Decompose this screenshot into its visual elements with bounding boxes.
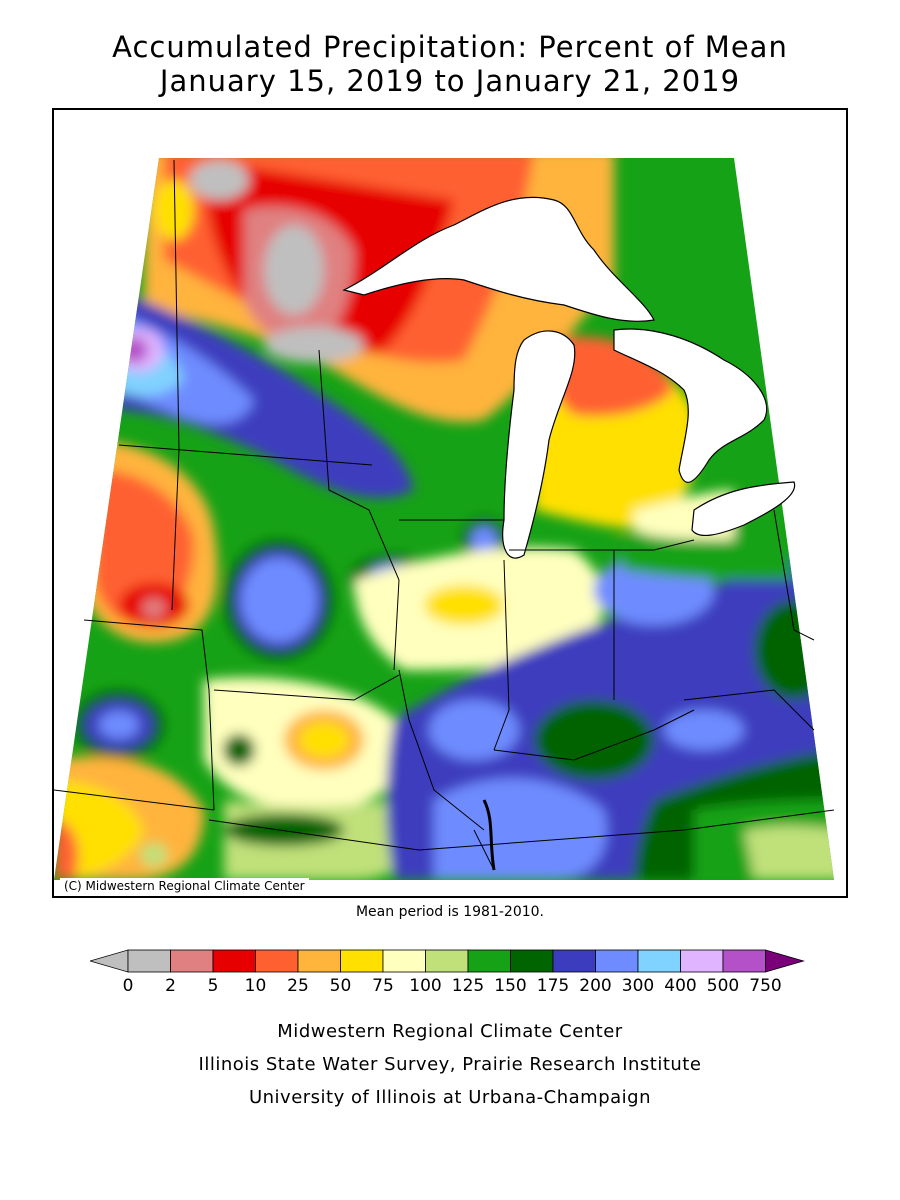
legend-swatch-125 xyxy=(467,949,511,973)
legend-swatch-200 xyxy=(595,949,639,973)
legend-swatch-400 xyxy=(680,949,724,973)
legend-swatch-0 xyxy=(127,949,171,973)
legend-swatch-100 xyxy=(425,949,469,973)
legend-label-25: 25 xyxy=(287,976,309,996)
legend-label-400: 400 xyxy=(664,976,697,996)
legend-swatch-75 xyxy=(382,949,426,973)
legend-label-0: 0 xyxy=(122,976,134,996)
legend-swatch-10 xyxy=(255,949,299,973)
precipitation-map xyxy=(54,158,835,880)
mean-period-note: Mean period is 1981-2010. xyxy=(355,904,545,920)
title-line-2: January 15, 2019 to January 21, 2019 xyxy=(159,64,741,98)
legend-label-100: 100 xyxy=(409,976,442,996)
title-line-1: Accumulated Precipitation: Percent of Me… xyxy=(112,30,788,64)
river-mark xyxy=(482,799,496,871)
copyright-label: (C) Midwestern Regional Climate Center xyxy=(60,878,309,894)
legend-label-200: 200 xyxy=(579,976,612,996)
legend-swatch-50 xyxy=(340,949,384,973)
legend-label-500: 500 xyxy=(706,976,740,996)
lake-michigan xyxy=(502,330,576,559)
map-panel: (C) Midwestern Regional Climate Center xyxy=(52,108,848,898)
credit-line-2: Illinois State Water Survey, Prairie Res… xyxy=(198,1054,702,1075)
legend-high-arrow xyxy=(765,949,805,973)
legend-label-50: 50 xyxy=(329,976,352,996)
legend-swatch-2 xyxy=(170,949,214,973)
legend-low-arrow xyxy=(90,949,129,973)
legend-colorbar xyxy=(90,949,805,973)
great-lakes xyxy=(342,196,796,559)
legend-swatch-175 xyxy=(552,949,596,973)
lake-erie xyxy=(691,481,796,537)
legend-label-300: 300 xyxy=(621,976,655,996)
legend-swatch-500 xyxy=(722,949,766,973)
legend-label-75: 75 xyxy=(372,976,394,996)
credit-line-1: Midwestern Regional Climate Center xyxy=(277,1021,623,1042)
legend-label-175: 175 xyxy=(536,976,570,996)
legend-label-5: 5 xyxy=(207,976,219,996)
credit-line-3: University of Illinois at Urbana-Champai… xyxy=(248,1087,652,1108)
state-boundaries xyxy=(54,159,835,871)
legend-swatch-150 xyxy=(510,949,554,973)
legend-label-750: 750 xyxy=(749,976,782,996)
legend-swatch-5 xyxy=(212,949,256,973)
legend-label-150: 150 xyxy=(494,976,527,996)
legend-label-10: 10 xyxy=(244,976,267,996)
legend-label-125: 125 xyxy=(451,976,485,996)
legend-swatch-25 xyxy=(297,949,341,973)
lake-superior xyxy=(342,196,655,322)
lake-huron xyxy=(613,328,768,483)
legend-swatch-300 xyxy=(637,949,681,973)
legend-label-2: 2 xyxy=(165,976,176,996)
